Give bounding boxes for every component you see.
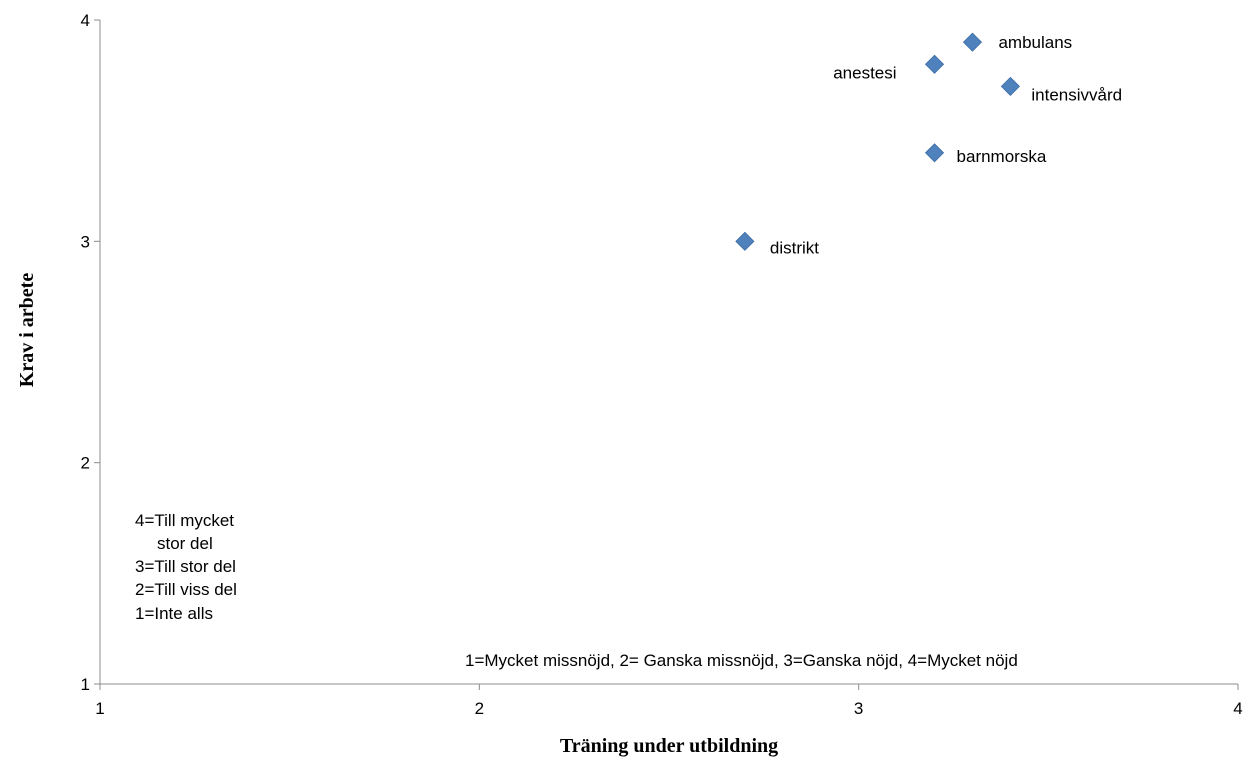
data-label-distrikt: distrikt	[770, 238, 819, 257]
data-point-intensivvård	[1000, 76, 1020, 96]
data-point-distrikt	[735, 231, 755, 251]
y-scale-note-line: stor del	[157, 534, 213, 553]
data-point-barnmorska	[924, 143, 945, 163]
data-label-barnmorska: barnmorska	[957, 147, 1047, 166]
data-label-ambulans: ambulans	[998, 33, 1072, 52]
data-label-anestesi: anestesi	[833, 63, 896, 82]
x-tick-label: 3	[854, 699, 863, 718]
y-scale-note-line: 3=Till stor del	[135, 557, 236, 576]
y-scale-note-line: 2=Till viss del	[135, 580, 237, 599]
x-axis-title: Träning under utbildning	[560, 735, 778, 757]
y-scale-note-line: 1=Inte alls	[135, 604, 213, 623]
y-tick-label: 3	[81, 232, 90, 251]
data-points: ambulans anestesi intensivvård barnmorska di…	[735, 32, 1122, 257]
y-tick-label: 4	[81, 11, 90, 30]
data-point-anestesi	[924, 54, 945, 74]
axis-ticks: 1 2 3 4 1 2 3 4	[81, 11, 1243, 718]
x-tick-label: 4	[1233, 699, 1242, 718]
x-tick-label: 2	[475, 699, 484, 718]
x-scale-note: 1=Mycket missnöjd, 2= Ganska missnöjd, 3…	[465, 651, 1018, 670]
y-scale-legend-note: 4=Till mycket stor del 3=Till stor del 2…	[135, 511, 237, 623]
x-tick-label: 1	[95, 699, 104, 718]
data-label-intensivvård: intensivvård	[1031, 85, 1122, 104]
data-point-ambulans	[962, 32, 983, 52]
y-scale-note-line: 4=Till mycket	[135, 511, 234, 530]
y-tick-label: 1	[81, 675, 90, 694]
y-axis-title: Krav i arbete	[16, 273, 38, 388]
y-tick-label: 2	[81, 454, 90, 473]
